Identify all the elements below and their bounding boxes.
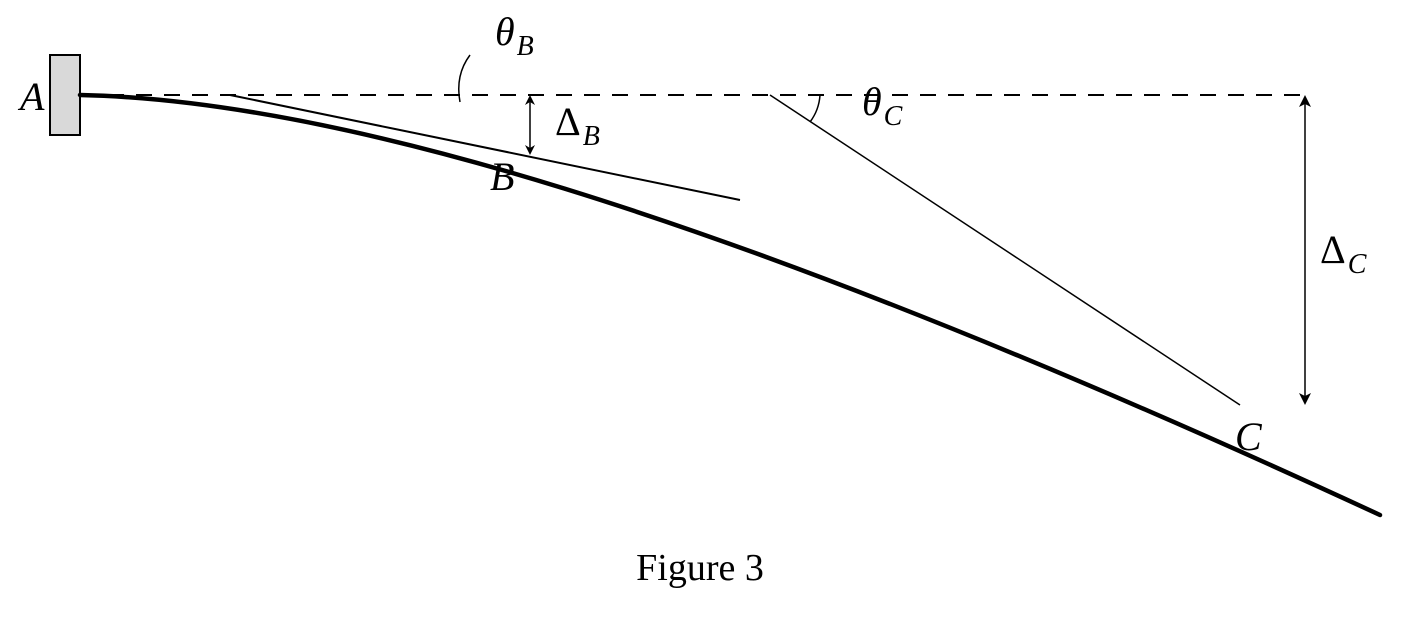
tangent-line-c [770,95,1240,405]
theta-b-arc [459,55,470,102]
point-label-b: B [490,154,514,199]
theta-c-label: θC [862,79,903,132]
point-label-c: C [1235,414,1263,459]
tangent-line-b [230,95,740,200]
theta-b-label: θB [495,9,534,62]
theta-c-arc [810,95,820,122]
fixed-support-wall [50,55,80,135]
delta-b-label: ΔB [555,99,600,152]
point-label-a: A [17,74,45,119]
figure-caption: Figure 3 [636,547,764,589]
delta-c-label: ΔC [1320,227,1367,280]
deflected-beam-curve [80,95,1380,515]
